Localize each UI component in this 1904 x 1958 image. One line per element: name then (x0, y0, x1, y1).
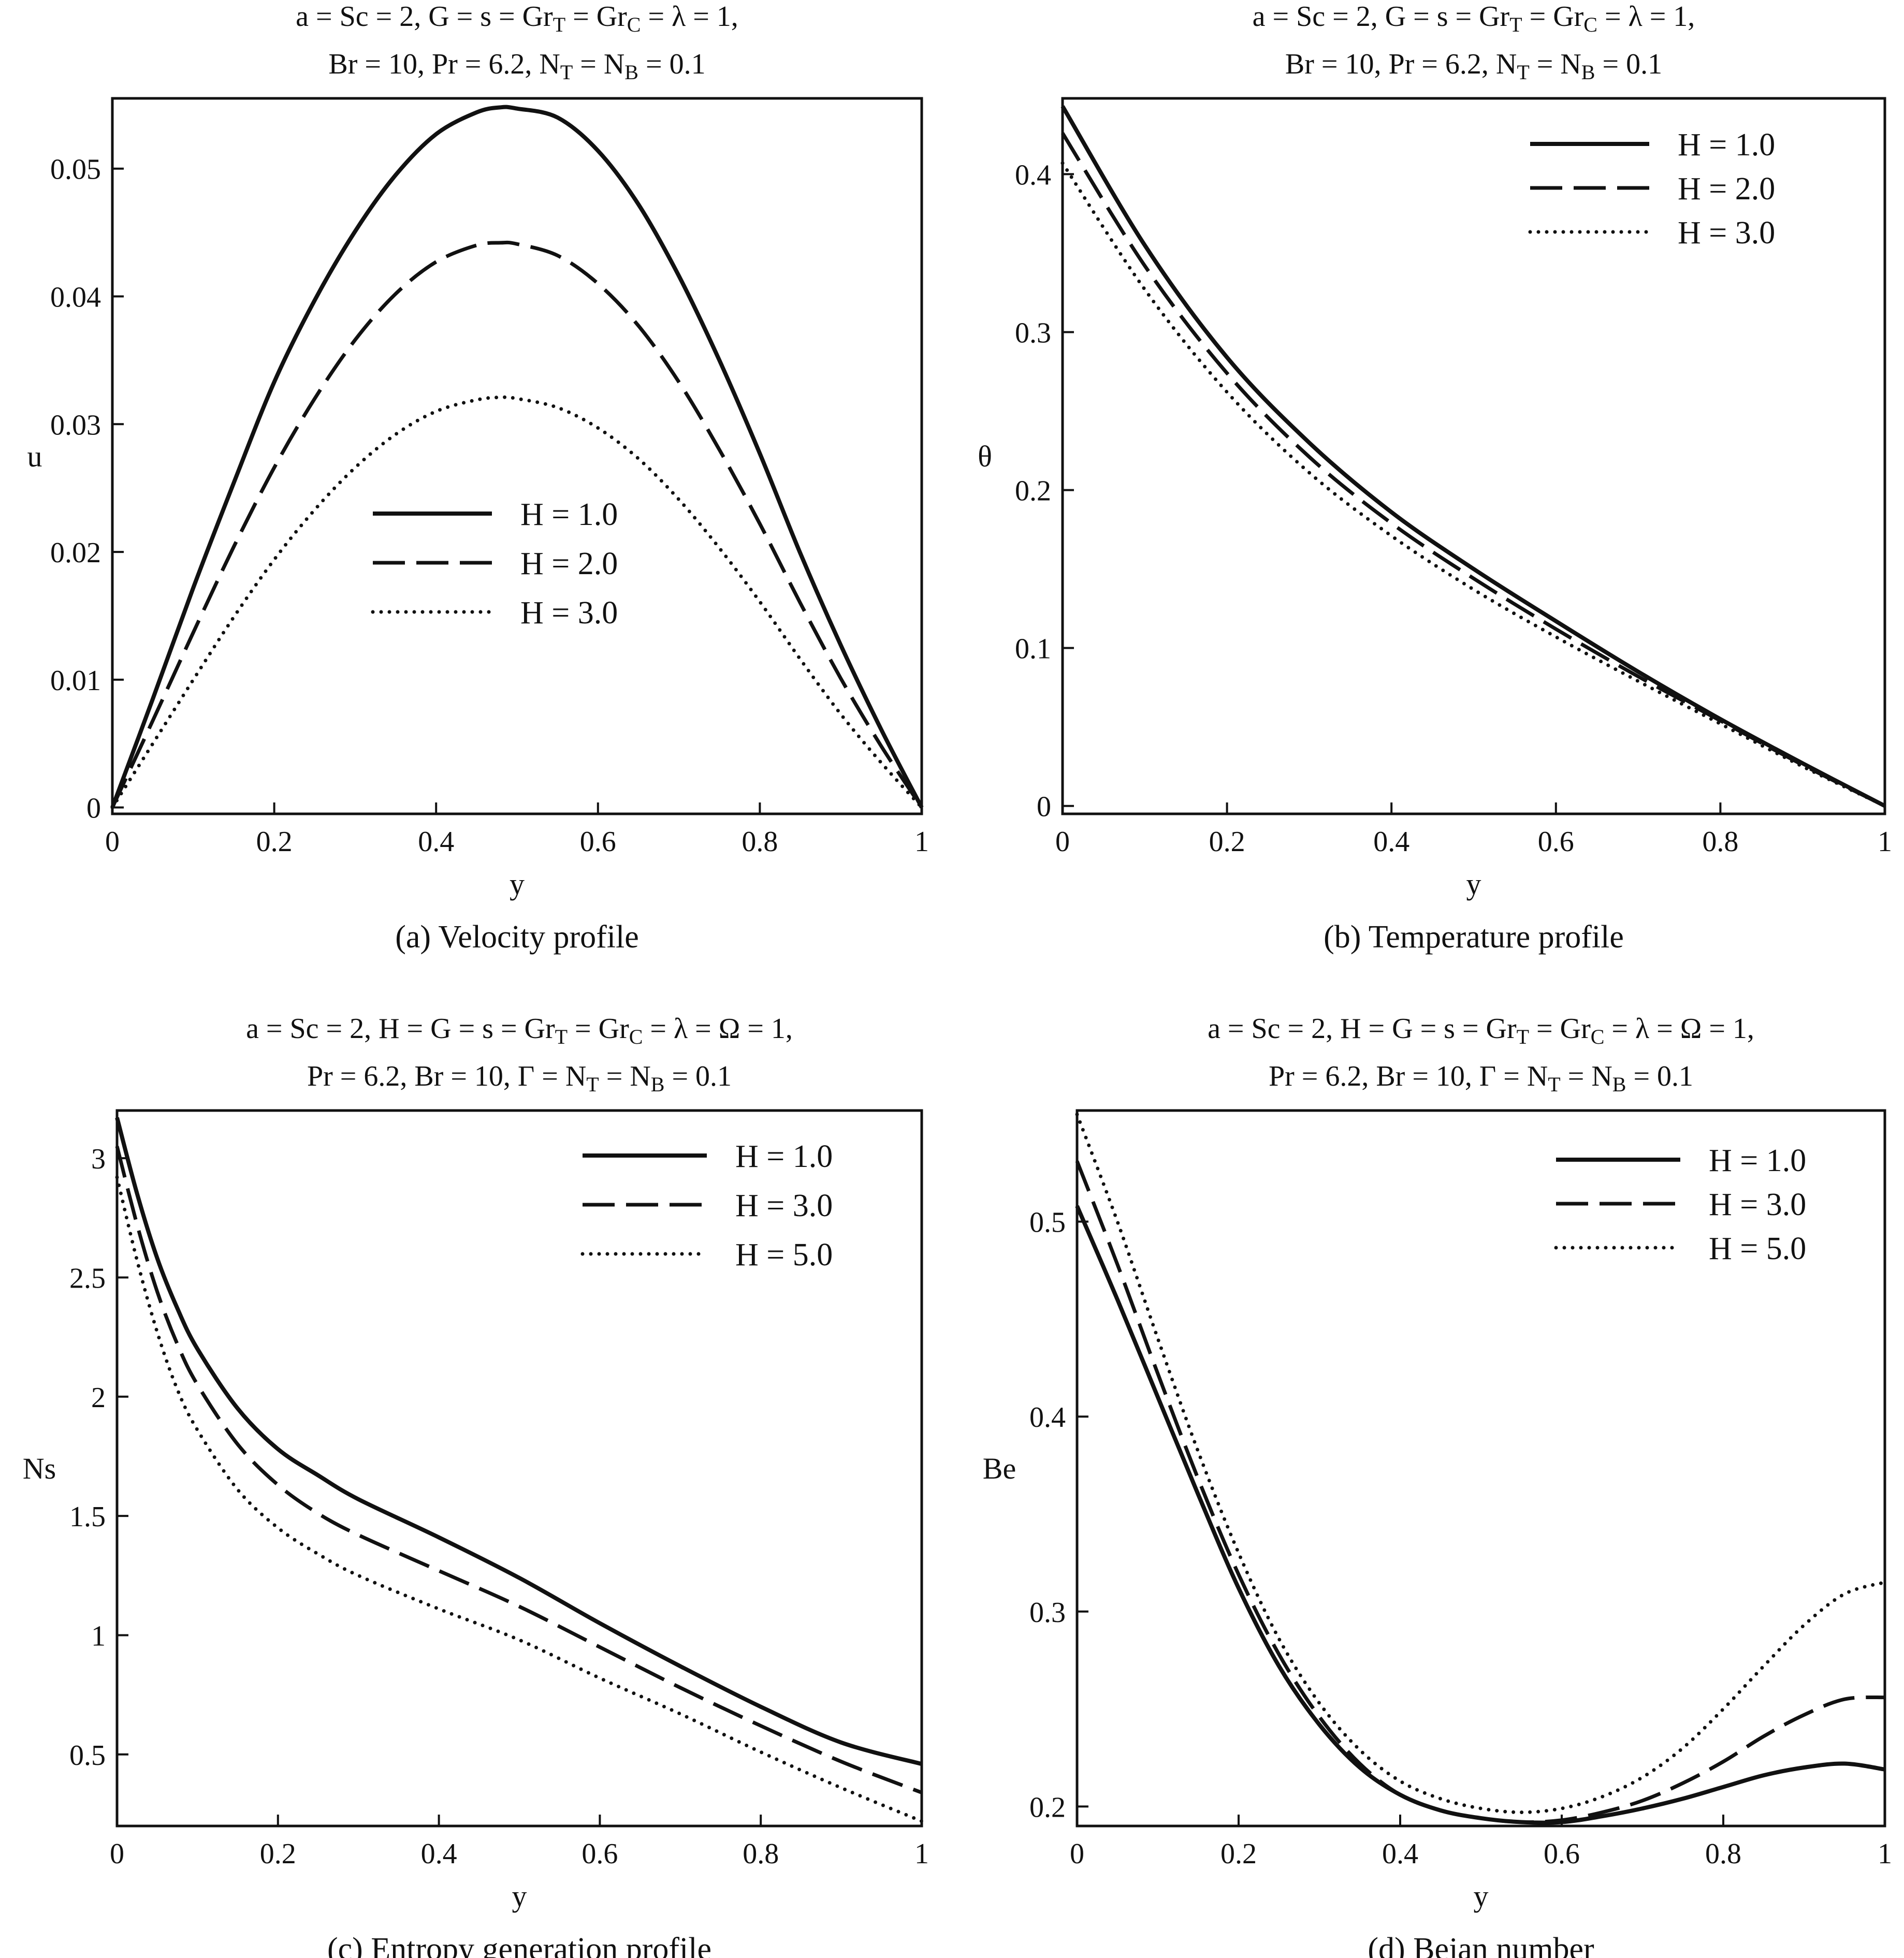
chart-a-y-tick-label: 0.04 (50, 282, 101, 314)
chart-c-y-tick-label: 1 (91, 1620, 106, 1652)
chart-b-y-tick-label: 0.4 (1015, 159, 1051, 191)
chart-b-caption: (b) Temperature profile (1324, 919, 1624, 955)
chart-b-legend-label-1: H = 1.0 (1678, 127, 1775, 163)
chart-a-y-tick-label: 0 (86, 793, 101, 825)
chart-c: a = Sc = 2, H = G = s = GrT = GrC = λ = … (23, 1013, 929, 1958)
chart-a-y-tick-label: 0.03 (50, 409, 101, 441)
chart-b-x-tick-label: 0.2 (1209, 826, 1245, 858)
chart-b-title-line-1: a = Sc = 2, G = s = GrT = GrC = λ = 1, (1253, 1, 1695, 36)
chart-c-title-line-1: a = Sc = 2, H = G = s = GrT = GrC = λ = … (246, 1013, 793, 1048)
chart-a-legend-label-3: H = 3.0 (520, 595, 618, 631)
chart-d-x-axis-label: y (1474, 1879, 1489, 1913)
chart-c-y-axis-label: Ns (23, 1452, 56, 1485)
chart-a-series-line-3 (110, 395, 924, 810)
chart-b-x-tick-label: 0.4 (1373, 826, 1409, 858)
chart-c-legend-label-3: H = 5.0 (735, 1237, 833, 1273)
chart-c-x-tick-label: 0.2 (260, 1838, 296, 1870)
chart-a-x-tick-label: 0.8 (742, 826, 778, 858)
chart-c-x-tick-label: 0.4 (421, 1838, 457, 1870)
chart-a-y-tick-label: 0.05 (50, 154, 101, 186)
chart-d-x-tick-label: 0 (1070, 1838, 1084, 1870)
chart-a-title-line-2: Br = 10, Pr = 6.2, NT = NB = 0.1 (328, 48, 705, 84)
chart-c-x-axis-label: y (512, 1879, 527, 1913)
chart-b-y-tick-label: 0.1 (1015, 633, 1051, 665)
chart-b-y-tick-label: 0.2 (1015, 475, 1051, 507)
chart-b-plot-frame (1061, 97, 1886, 815)
chart-a-x-tick-label: 0.2 (256, 826, 293, 858)
chart-b-series-line-1 (1060, 105, 1886, 808)
chart-c-legend-label-2: H = 3.0 (735, 1188, 833, 1223)
chart-b-y-axis-label: θ (978, 440, 992, 473)
chart-a-legend-label-2: H = 2.0 (520, 546, 618, 581)
chart-b-title-line-2: Br = 10, Pr = 6.2, NT = NB = 0.1 (1285, 48, 1662, 84)
chart-d-caption: (d) Bejan number (1368, 1932, 1594, 1958)
chart-a-x-tick-label: 0.4 (418, 826, 454, 858)
chart-b-y-tick-label: 0.3 (1015, 317, 1051, 349)
chart-d-y-axis-label: Be (983, 1452, 1016, 1485)
chart-b-x-tick-label: 0.8 (1702, 826, 1738, 858)
chart-a-title-line-1: a = Sc = 2, G = s = GrT = GrC = λ = 1, (296, 1, 738, 36)
chart-d-series-line-1 (1075, 1205, 1885, 1825)
chart-a-series-line-2 (110, 240, 923, 809)
chart-a-x-tick-label: 1 (914, 826, 929, 858)
chart-b-x-tick-label: 1 (1878, 826, 1892, 858)
chart-d-x-tick-label: 0.4 (1382, 1838, 1418, 1870)
chart-c-y-tick-label: 2.5 (69, 1262, 106, 1294)
chart-d: a = Sc = 2, H = G = s = GrT = GrC = λ = … (983, 1013, 1892, 1958)
chart-c-x-tick-label: 0 (110, 1838, 124, 1870)
chart-d-y-tick-label: 0.3 (1029, 1597, 1066, 1629)
chart-c-series-line-3 (115, 1175, 924, 1823)
chart-c-title-line-2: Pr = 6.2, Br = 10, Γ = NT = NB = 0.1 (307, 1060, 732, 1096)
chart-a-caption: (a) Velocity profile (395, 919, 639, 955)
chart-c-x-tick-label: 0.6 (582, 1838, 618, 1870)
chart-a-x-tick-label: 0.6 (580, 826, 616, 858)
chart-d-series-line-2 (1075, 1160, 1885, 1824)
chart-c-y-tick-label: 1.5 (69, 1501, 106, 1533)
chart-d-x-tick-label: 0.2 (1220, 1838, 1257, 1870)
chart-b-x-tick-label: 0 (1055, 826, 1070, 858)
chart-a: a = Sc = 2, G = s = GrT = GrC = λ = 1, Br… (27, 1, 929, 955)
chart-a-plot-frame (111, 97, 923, 815)
chart-a-y-tick-label: 0.01 (50, 665, 101, 697)
chart-d-series-line-3 (1075, 1113, 1887, 1815)
chart-d-title-line-2: Pr = 6.2, Br = 10, Γ = NT = NB = 0.1 (1269, 1060, 1693, 1096)
chart-b-x-tick-label: 0.6 (1538, 826, 1574, 858)
chart-c-y-tick-label: 2 (91, 1382, 106, 1414)
chart-c-x-tick-label: 0.8 (743, 1838, 779, 1870)
chart-d-legend-label-2: H = 3.0 (1709, 1187, 1806, 1222)
chart-d-x-tick-label: 1 (1878, 1838, 1892, 1870)
chart-b-legend-label-3: H = 3.0 (1678, 215, 1775, 251)
chart-d-legend-label-3: H = 5.0 (1709, 1231, 1806, 1266)
chart-c-plot-frame (115, 1109, 923, 1828)
chart-a-y-tick-label: 0.02 (50, 537, 101, 569)
chart-c-x-tick-label: 1 (914, 1838, 929, 1870)
chart-a-legend-label-1: H = 1.0 (520, 497, 618, 532)
chart-b-series-line-3 (1060, 161, 1887, 808)
chart-c-y-tick-label: 0.5 (69, 1740, 106, 1772)
chart-a-y-axis-label: u (27, 440, 42, 473)
chart-a-series-line-1 (110, 105, 924, 809)
chart-c-series-line-1 (115, 1117, 923, 1766)
chart-d-plot-frame (1075, 1109, 1886, 1828)
chart-d-x-tick-label: 0.8 (1705, 1838, 1741, 1870)
chart-c-y-tick-label: 3 (91, 1143, 106, 1175)
chart-b-series-line-2 (1061, 132, 1886, 808)
chart-d-y-tick-label: 0.2 (1029, 1791, 1066, 1823)
chart-a-x-tick-label: 0 (105, 826, 120, 858)
chart-d-legend-label-1: H = 1.0 (1709, 1143, 1806, 1178)
chart-d-y-tick-label: 0.4 (1029, 1401, 1066, 1434)
chart-b-legend-label-2: H = 2.0 (1678, 171, 1775, 207)
chart-c-legend-label-1: H = 1.0 (735, 1139, 833, 1174)
chart-b: a = Sc = 2, G = s = GrT = GrC = λ = 1, Br… (978, 1, 1892, 955)
chart-b-y-tick-label: 0 (1037, 791, 1051, 823)
chart-b-x-axis-label: y (1466, 867, 1481, 901)
chart-a-x-axis-label: y (510, 867, 525, 901)
chart-c-series-line-2 (115, 1146, 923, 1794)
chart-d-y-tick-label: 0.5 (1029, 1207, 1066, 1239)
chart-d-x-tick-label: 0.6 (1544, 1838, 1580, 1870)
chart-d-title-line-1: a = Sc = 2, H = G = s = GrT = GrC = λ = … (1208, 1013, 1754, 1048)
chart-c-caption: (c) Entropy generation profile (327, 1932, 711, 1958)
